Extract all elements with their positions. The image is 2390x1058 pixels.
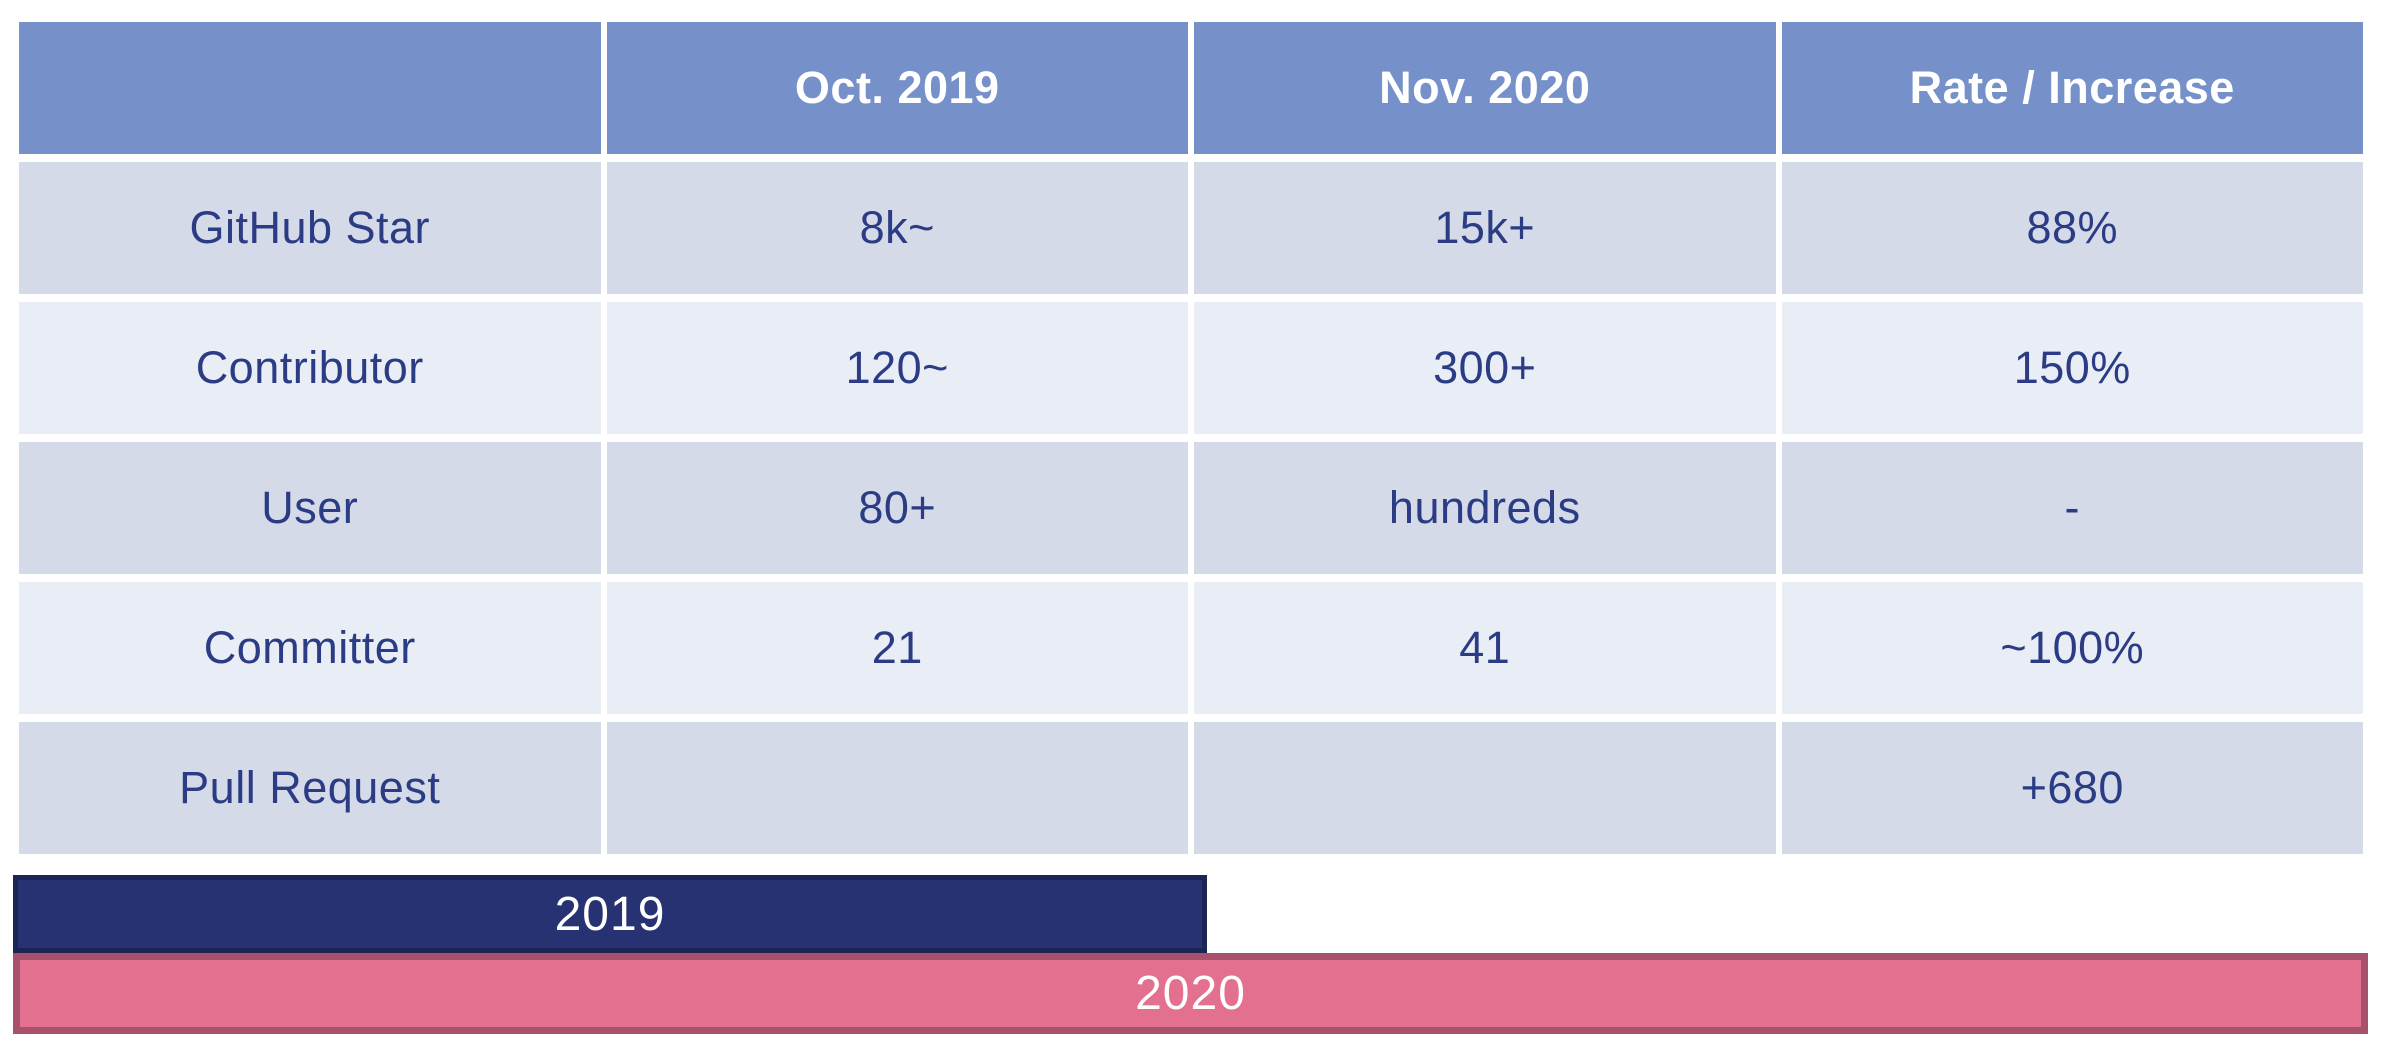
table-cell: +680 [1781,722,2363,854]
row-label-pull-request: Pull Request [19,722,601,854]
header-cell-nov-2020: Nov. 2020 [1194,22,1776,154]
row-label-user: User [19,442,601,574]
row-label-github-star: GitHub Star [19,162,601,294]
timeline-bar-2020-label: 2020 [1135,967,1246,1020]
table-cell: 8k~ [606,162,1188,294]
table-cell: hundreds [1194,442,1776,574]
table-cell: 88% [1781,162,2363,294]
table-cell: - [1781,442,2363,574]
row-label-contributor: Contributor [19,302,601,434]
timeline-bar-2020: 2020 [13,953,2368,1034]
table-cell [1194,722,1776,854]
stats-table: Oct. 2019 Nov. 2020 Rate / Increase GitH… [19,22,2363,854]
header-cell-oct-2019: Oct. 2019 [606,22,1188,154]
timeline-bar-2019-label: 2019 [554,887,666,941]
table-cell: 300+ [1194,302,1776,434]
table-cell: 150% [1781,302,2363,434]
table-cell: 120~ [606,302,1188,434]
table-cell: 41 [1194,582,1776,714]
table-cell: 15k+ [1194,162,1776,294]
table-cell: 80+ [606,442,1188,574]
timeline-bar-2019: 2019 [13,875,1207,953]
table-cell: 21 [606,582,1188,714]
header-cell-blank [19,22,601,154]
row-label-committer: Committer [19,582,601,714]
table-cell [606,722,1188,854]
table-cell: ~100% [1781,582,2363,714]
header-cell-rate-increase: Rate / Increase [1781,22,2363,154]
